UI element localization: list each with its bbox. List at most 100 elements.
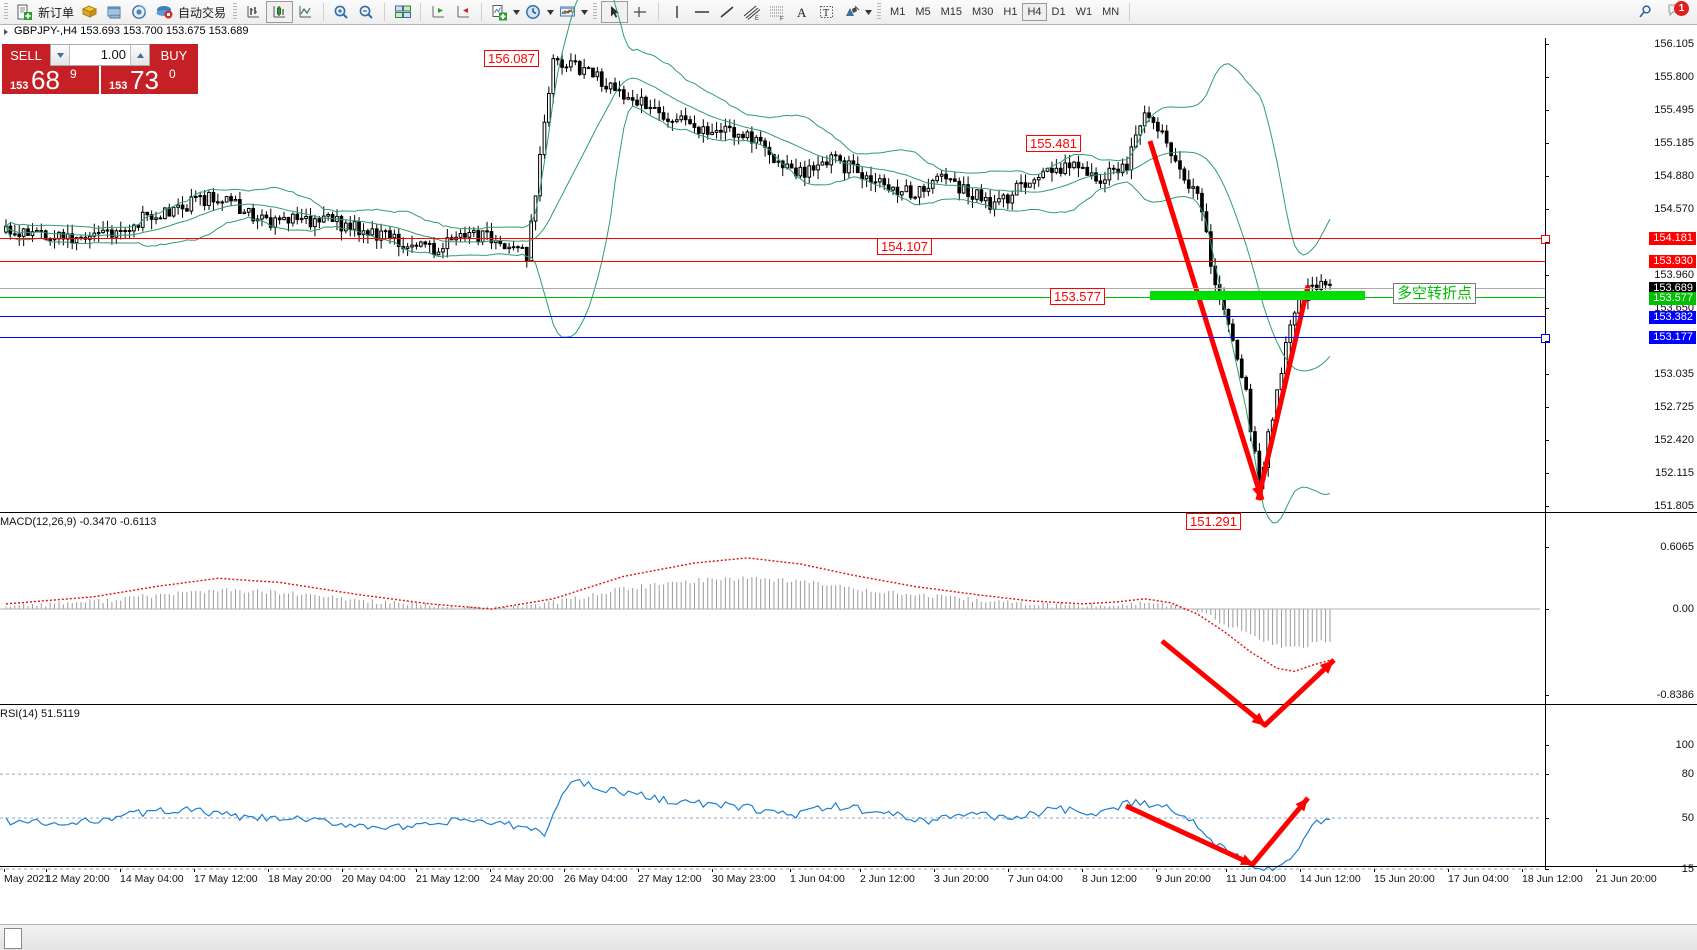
shapes-icon[interactable] [839, 2, 864, 22]
chevron-down-icon-4[interactable] [864, 3, 873, 21]
sell-price[interactable]: 153 68 9 [2, 66, 99, 94]
label-156-087[interactable]: 156.087 [484, 50, 539, 67]
candle-body [1151, 117, 1156, 123]
drawn-arrow[interactable] [1124, 803, 1256, 868]
drawn-arrow[interactable] [1147, 140, 1265, 501]
line-chart-icon[interactable] [293, 2, 318, 22]
text-icon[interactable]: A [789, 2, 814, 22]
market-watch-icon[interactable] [102, 2, 127, 22]
level-line-153577[interactable] [0, 297, 1545, 298]
candle-body [1019, 182, 1023, 185]
profiles-icon[interactable] [77, 2, 102, 22]
fibonacci-icon[interactable]: F [764, 2, 789, 22]
alerts-icon[interactable]: 1 [1667, 1, 1689, 22]
tag-153-689[interactable]: 153.689 [1649, 282, 1696, 295]
timeframe-d1[interactable]: D1 [1051, 6, 1066, 18]
support-zone-highlight[interactable] [1150, 291, 1365, 300]
chevron-down-icon[interactable] [512, 3, 521, 21]
timeframe-m5[interactable]: M5 [915, 6, 931, 18]
search-icon[interactable] [1632, 2, 1657, 22]
timeframe-mn[interactable]: MN [1102, 6, 1120, 18]
new-order-label[interactable]: 新订单 [38, 5, 75, 20]
chart-tab-bar[interactable] [0, 924, 1697, 950]
tile-windows-icon[interactable] [390, 2, 415, 22]
label-151-291[interactable]: 151.291 [1186, 513, 1241, 530]
autotrading-icon[interactable] [152, 2, 177, 22]
toolbar-separator-4 [481, 3, 483, 21]
equidistant-channel-icon[interactable]: E [739, 2, 764, 22]
toolbar-grip-3[interactable] [593, 3, 598, 21]
drawn-arrow[interactable] [1160, 639, 1268, 728]
shift-end-icon[interactable] [426, 2, 451, 22]
tag-154-181[interactable]: 154.181 [1649, 232, 1696, 245]
templates-icon[interactable] [555, 2, 580, 22]
level-line-153382[interactable] [0, 316, 1545, 317]
volume-stepper[interactable]: 1.00 [50, 44, 150, 66]
macd-chart-canvas[interactable] [0, 513, 1697, 728]
note-box[interactable]: 多空转折点 [1393, 283, 1477, 304]
candle-body [432, 242, 436, 256]
toolbar-grip-4[interactable] [877, 3, 882, 21]
horizontal-line-icon[interactable] [689, 2, 714, 22]
level-line-153177[interactable] [0, 337, 1545, 338]
level-line-154181[interactable] [0, 238, 1545, 239]
autotrading-label[interactable]: 自动交易 [178, 5, 227, 20]
candle-body [617, 89, 622, 92]
level-line-153689[interactable] [0, 288, 1545, 289]
crosshair-icon[interactable] [628, 2, 653, 22]
tag-153-577[interactable]: 153.577 [1649, 292, 1696, 305]
timeframe-h1[interactable]: H1 [1003, 6, 1018, 18]
drawn-arrow[interactable] [1255, 285, 1311, 501]
chart-plot-area[interactable]: 156.087 155.481 154.107 153.577 151.291 … [0, 0, 1697, 875]
candlestick-icon[interactable] [266, 1, 294, 23]
buy-button[interactable]: BUY [150, 44, 198, 66]
timeframe-h4[interactable]: H4 [1022, 3, 1047, 21]
tag-153-382[interactable]: 153.382 [1649, 311, 1696, 324]
price-chart-canvas[interactable] [0, 0, 1697, 524]
price-axis[interactable]: 156.105 155.800 155.495 155.185 154.880 … [1545, 38, 1697, 512]
zoom-out-icon[interactable] [354, 2, 379, 22]
chevron-down-icon-2[interactable] [546, 3, 555, 21]
volume-decrement-icon[interactable] [51, 45, 70, 65]
label-153-577[interactable]: 153.577 [1050, 288, 1105, 305]
level-handle-153177[interactable] [1541, 334, 1550, 343]
zoom-in-icon[interactable] [329, 2, 354, 22]
text-label-icon[interactable]: T [814, 2, 839, 22]
chart-shift-icon[interactable] [451, 2, 476, 22]
timeframe-w1[interactable]: W1 [1075, 6, 1093, 18]
timeframe-m30[interactable]: M30 [972, 6, 994, 18]
one-click-trading-panel[interactable]: SELL 1.00 BUY 153 68 9 153 73 0 [2, 44, 198, 94]
indicators-icon[interactable] [487, 2, 512, 22]
vertical-line-icon[interactable] [664, 2, 689, 22]
buy-price[interactable]: 153 73 0 [101, 66, 198, 94]
trendline-icon[interactable] [714, 2, 739, 22]
tag-153-930[interactable]: 153.930 [1649, 255, 1696, 268]
period-icon[interactable] [521, 2, 546, 22]
rsi-chart-canvas[interactable] [0, 705, 1697, 872]
chart-tab[interactable] [4, 928, 22, 949]
volume-increment-icon[interactable] [130, 45, 149, 65]
time-axis[interactable]: May 2021 12 May 20:00 14 May 04:00 17 May 1… [0, 869, 1697, 891]
level-line-153930[interactable] [0, 261, 1545, 262]
sell-button[interactable]: SELL [2, 44, 50, 66]
bar-chart-icon[interactable] [241, 2, 266, 22]
candle-body [1010, 194, 1015, 204]
candle-body [193, 196, 198, 198]
volume-value[interactable]: 1.00 [100, 47, 126, 62]
label-155-481[interactable]: 155.481 [1026, 135, 1081, 152]
navigator-icon[interactable] [127, 2, 152, 22]
label-154-107[interactable]: 154.107 [877, 238, 932, 255]
pane-separator-rsi[interactable] [0, 704, 1697, 705]
drawn-arrow[interactable] [1262, 658, 1336, 728]
new-order-icon[interactable] [12, 2, 37, 22]
level-handle-154181[interactable] [1541, 235, 1550, 244]
toolbar-grip-2[interactable] [233, 3, 238, 21]
timeframe-m1[interactable]: M1 [890, 6, 906, 18]
chevron-down-icon-3[interactable] [580, 3, 589, 21]
collapse-arrow-icon[interactable] [4, 29, 8, 35]
timeframe-m15[interactable]: M15 [940, 6, 962, 18]
toolbar-grip[interactable] [4, 3, 8, 21]
pane-separator-macd[interactable] [0, 512, 1697, 513]
tag-153-177[interactable]: 153.177 [1649, 331, 1696, 344]
drawn-arrow[interactable] [1250, 796, 1310, 867]
